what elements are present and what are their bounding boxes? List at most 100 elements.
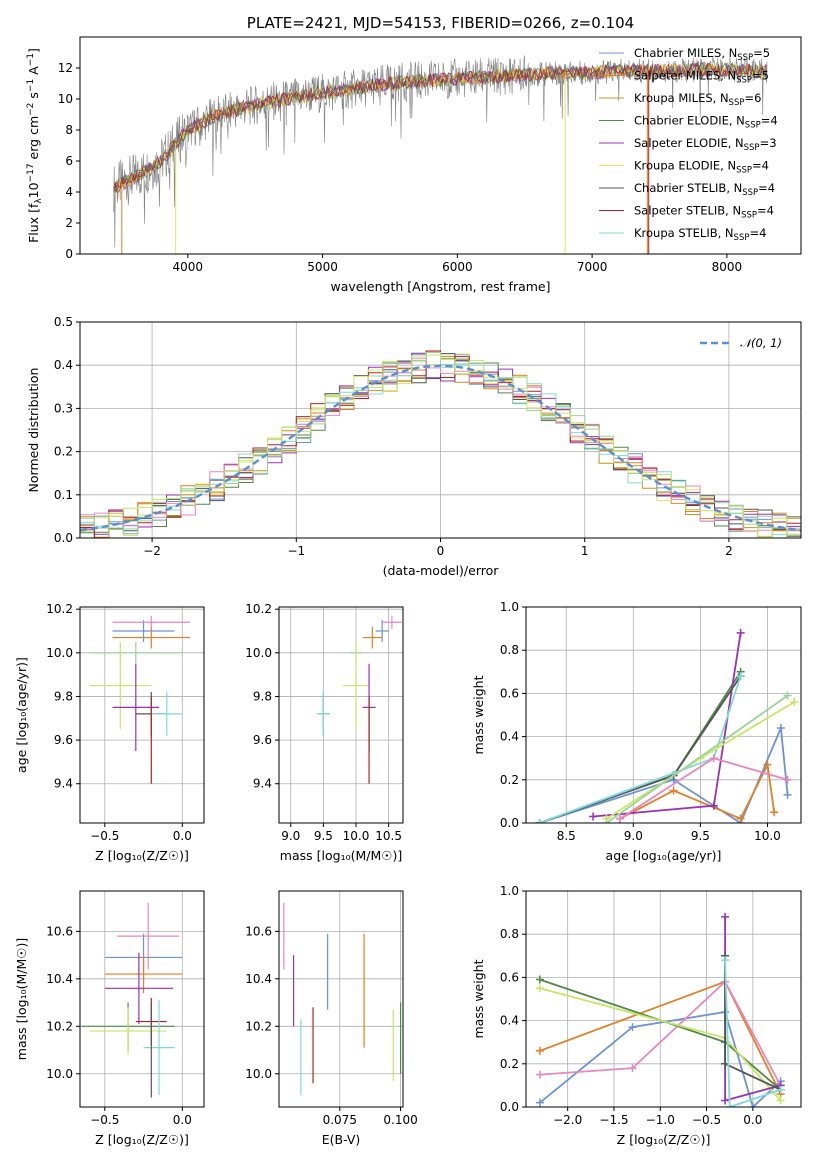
y-tick-label: 9.6: [54, 733, 73, 747]
y-axis-label-part: −1: [26, 79, 36, 92]
mass-weight-marker: [770, 808, 779, 817]
y-tick-label: 2: [65, 216, 73, 230]
x-tick-label: 6000: [442, 260, 473, 274]
y-tick-label: 9.8: [253, 689, 272, 703]
y-tick-label: 0.1: [54, 488, 73, 502]
mass-weight-marker: [736, 672, 745, 681]
x-tick-label: 10.0: [754, 829, 781, 843]
x-tick-label: −0.5: [90, 1113, 119, 1127]
plot-frame: [79, 606, 205, 824]
mass-weight-marker: [776, 723, 785, 732]
x-tick-label: −2: [143, 544, 161, 558]
legend-subscript: SSP: [741, 211, 757, 221]
mass-weight-marker: [615, 814, 624, 823]
mass-weight-series-line: [619, 761, 776, 820]
legend-label: Chabrier ELODIE, N: [634, 114, 745, 128]
legend-entry: Chabrier STELIB, NSSP=4: [634, 181, 775, 198]
y-tick-label: 0.2: [500, 773, 519, 787]
plot-frame: [525, 890, 802, 1108]
y-tick-label: 0.6: [500, 970, 519, 984]
x-tick-label: 9.5: [691, 829, 710, 843]
legend-label: Salpeter MILES, N: [634, 69, 736, 83]
x-tick-label: 5000: [307, 260, 338, 274]
x-tick-label: −0.5: [692, 1113, 721, 1127]
x-tick-label: 9.0: [624, 829, 643, 843]
legend-subscript: SSP: [734, 233, 750, 243]
mass-weight-series-line: [539, 727, 789, 823]
y-axis-label-part: −17: [26, 163, 36, 182]
y-tick-label: 10.2: [46, 602, 73, 616]
x-tick-label: 1: [581, 544, 589, 558]
y-tick-label: 10.2: [46, 1019, 73, 1033]
x-axis-label: Z [log₁₀(Z/Z☉)]: [617, 1132, 711, 1147]
legend-entry: Chabrier MILES, NSSP=5: [634, 46, 770, 63]
legend-label: Kroupa STELIB, N: [634, 226, 734, 240]
legend-entry: Kroupa ELODIE, NSSP=4: [634, 159, 769, 176]
mass-weight-marker: [535, 1070, 544, 1079]
mass-weight-marker: [669, 786, 678, 795]
x-tick-label: 10.5: [375, 829, 402, 843]
x-axis-label: Z [log₁₀(Z/Z☉)]: [95, 848, 189, 863]
legend-label: Kroupa ELODIE, N: [634, 159, 736, 173]
y-axis-label: Normed distribution: [26, 368, 41, 493]
residual-histogram-line: [93, 354, 788, 538]
x-tick-label: −2.0: [553, 1113, 582, 1127]
mass-weight-series-line: [605, 694, 789, 823]
age-vs-metallicity-panel: −0.5 0.0 9.4 9.6 9.8 10.0 10.2 Z [log₁₀(Z/Z☉)] a…: [14, 602, 205, 863]
y-tick-label: 10.6: [245, 924, 272, 938]
x-tick-label: 0.0: [173, 829, 192, 843]
mass-weight-marker: [763, 760, 772, 769]
legend-value: =4: [749, 226, 766, 240]
mass-weight-marker: [589, 812, 598, 821]
legend-label: Salpeter ELODIE, N: [634, 136, 744, 150]
legend-entry: Salpeter STELIB, NSSP=4: [634, 204, 774, 221]
x-tick-label: 0: [437, 544, 445, 558]
mass-weight-marker: [709, 754, 718, 763]
y-axis-label: mass [log₁₀(M/M☉)]: [14, 938, 29, 1060]
y-axis-label-part: erg cm: [26, 116, 41, 164]
y-tick-label: 0.4: [500, 1014, 519, 1028]
model-spectrum-line: [113, 61, 768, 193]
x-tick-label: −1.0: [646, 1113, 675, 1127]
y-axis-label-part: s: [26, 92, 41, 103]
mass-weight-marker: [628, 1023, 637, 1032]
y-tick-label: 0.4: [54, 358, 73, 372]
legend-label: Chabrier STELIB, N: [634, 181, 742, 195]
legend-subscript: SSP: [737, 53, 753, 63]
mass-weight-marker: [790, 698, 799, 707]
plot-frame: [278, 606, 404, 824]
legend-value: =5: [752, 69, 769, 83]
y-tick-label: 0.8: [500, 643, 519, 657]
x-tick-label: 0.100: [383, 1113, 417, 1127]
x-axis-label: (data-model)/error: [383, 563, 500, 578]
y-axis-label-part: Flux [f: [26, 203, 41, 243]
legend-subscript: SSP: [736, 166, 752, 176]
legend-subscript: SSP: [729, 98, 745, 108]
model-spectrum-line: [113, 62, 768, 193]
mass-weight-marker: [721, 1096, 730, 1105]
legend-label: Salpeter STELIB, N: [634, 204, 741, 218]
legend-entry: Chabrier ELODIE, NSSP=4: [634, 114, 778, 131]
legend-value: =4: [761, 114, 778, 128]
spectrum-panel: 4000 5000 6000 7000 8000 0 2 4 6 8 10 12 wavelength …: [26, 14, 802, 294]
y-tick-label: 10: [58, 92, 73, 106]
plot-frame: [525, 606, 802, 824]
legend-entry: Salpeter MILES, NSSP=5: [634, 69, 769, 86]
legend-entry: Kroupa STELIB, NSSP=4: [634, 226, 766, 243]
plot-frame: [278, 890, 404, 1108]
y-tick-label: 10.4: [245, 972, 272, 986]
legend-subscript: SSP: [745, 121, 761, 131]
y-tick-label: 6: [65, 154, 73, 168]
mass-weight-marker: [783, 790, 792, 799]
y-tick-label: 0.3: [54, 401, 73, 415]
legend-entry: Kroupa MILES, NSSP=6: [634, 91, 761, 108]
y-tick-label: 4: [65, 185, 73, 199]
y-axis-label: age [log₁₀(age/yr)]: [14, 657, 29, 773]
y-axis-label: Flux [fλ10−17 erg cm−2 s−1 A−1]: [26, 48, 44, 243]
mass-weight-marker: [783, 691, 792, 700]
mass-vs-extinction-panel: 0.075 0.100 10.0 10.2 10.4 10.6 E(B-V): [245, 890, 418, 1147]
residual-histogram-line: [80, 352, 801, 536]
y-tick-label: 0.4: [500, 730, 519, 744]
x-axis-label: age [log₁₀(age/yr)]: [606, 848, 722, 863]
